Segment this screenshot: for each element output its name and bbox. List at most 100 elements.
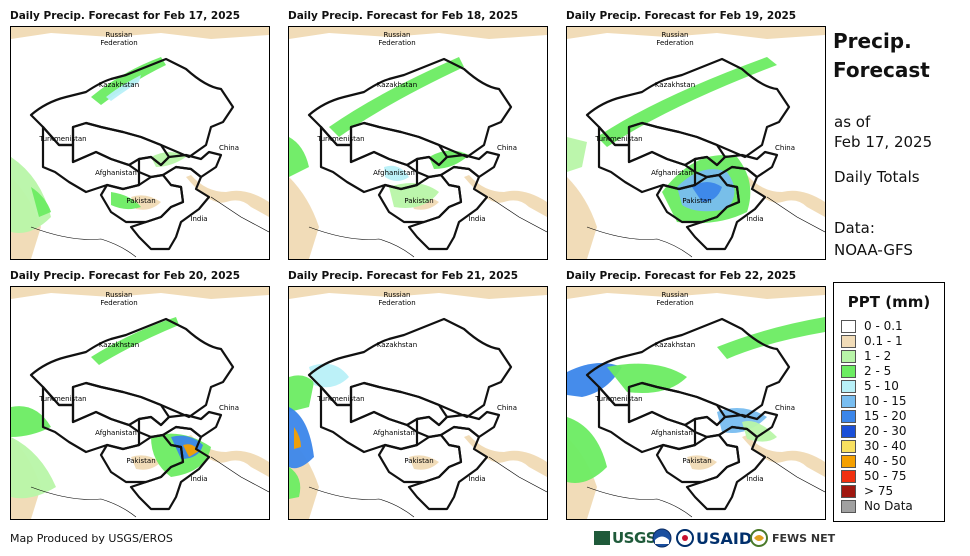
legend-item: 5 - 10 <box>841 379 899 393</box>
precip-map-svg <box>289 27 547 259</box>
map-label-kazakhstan: Kazakhstan <box>98 81 140 89</box>
legend-item: 10 - 15 <box>841 394 907 408</box>
country-border <box>307 57 513 159</box>
map-label-afghanistan: Afghanistan <box>373 169 415 177</box>
map-label-india: India <box>190 215 208 223</box>
map-label-russia-2: Federation <box>656 39 694 47</box>
precip-map-svg <box>11 287 269 519</box>
map-label-india: India <box>190 475 208 483</box>
country-border <box>585 317 791 419</box>
precip-map-svg <box>567 27 825 259</box>
map-label-turkmenistan: Turkmenistan <box>595 395 643 403</box>
noaa-logo <box>652 528 672 552</box>
precip-map: Russian Federation Kazakhstan Turkmenistan A… <box>10 26 270 260</box>
map-label-china: China <box>497 404 517 412</box>
map-label-russia-1: Russian <box>105 31 133 39</box>
legend-item: > 75 <box>841 484 893 498</box>
forecast-panel-feb17: Daily Precip. Forecast for Feb 17, 2025 … <box>10 10 270 260</box>
country-border <box>407 165 489 251</box>
legend-item: 2 - 5 <box>841 364 891 378</box>
usaid-logo: USAID <box>676 528 752 552</box>
panel-title: Daily Precip. Forecast for Feb 18, 2025 <box>288 10 519 22</box>
map-label-kazakhstan: Kazakhstan <box>376 341 418 349</box>
legend-swatch <box>841 380 856 393</box>
precip-map-svg <box>11 27 269 259</box>
map-label-pakistan: Pakistan <box>404 197 434 205</box>
map-label-pakistan: Pakistan <box>126 457 156 465</box>
country-border <box>415 410 501 439</box>
legend-swatch <box>841 500 856 513</box>
legend-label: No Data <box>864 499 913 513</box>
legend-label: 30 - 40 <box>864 439 907 453</box>
legend-item: 40 - 50 <box>841 454 907 468</box>
map-credit: Map Produced by USGS/EROS <box>10 532 173 545</box>
map-label-russia-2: Federation <box>378 299 416 307</box>
forecast-panel-feb19: Daily Precip. Forecast for Feb 19, 2025 … <box>566 10 826 260</box>
map-label-india: India <box>746 475 764 483</box>
map-label-turkmenistan: Turkmenistan <box>317 395 365 403</box>
map-label-russia-1: Russian <box>105 291 133 299</box>
legend-item: 20 - 30 <box>841 424 907 438</box>
noaa-seal-icon <box>652 528 672 548</box>
map-label-kazakhstan: Kazakhstan <box>98 341 140 349</box>
legend-swatch <box>841 335 856 348</box>
usgs-logo: USGS <box>594 529 657 547</box>
legend-item: 1 - 2 <box>841 349 891 363</box>
legend-label: 0 - 0.1 <box>864 319 903 333</box>
asof-date: Feb 17, 2025 <box>834 133 933 151</box>
legend-item: 50 - 75 <box>841 469 907 483</box>
legend-label: 5 - 10 <box>864 379 899 393</box>
legend-swatch <box>841 320 856 333</box>
map-label-pakistan: Pakistan <box>404 457 434 465</box>
country-border <box>685 425 767 511</box>
forecast-panel-feb18: Daily Precip. Forecast for Feb 18, 2025 … <box>288 10 548 260</box>
legend-label: 15 - 20 <box>864 409 907 423</box>
country-border <box>407 425 489 511</box>
panel-title: Daily Precip. Forecast for Feb 22, 2025 <box>566 270 797 282</box>
map-label-turkmenistan: Turkmenistan <box>595 135 643 143</box>
sidebar-title-line1: Precip. <box>833 29 912 53</box>
country-border <box>585 57 791 159</box>
legend-title: PPT (mm) <box>847 293 931 311</box>
precip-map: Russian Federation Kazakhstan Turkmenistan A… <box>10 286 270 520</box>
legend-swatch <box>841 485 856 498</box>
legend-swatch <box>841 440 856 453</box>
legend-label: 20 - 30 <box>864 424 907 438</box>
legend-swatch <box>841 425 856 438</box>
country-border <box>137 410 223 439</box>
country-border <box>685 165 767 251</box>
usgs-wave-icon <box>594 531 610 545</box>
map-label-russia-1: Russian <box>661 31 689 39</box>
panel-title: Daily Precip. Forecast for Feb 17, 2025 <box>10 10 241 22</box>
legend-item: 0 - 0.1 <box>841 319 903 333</box>
map-label-pakistan: Pakistan <box>126 197 156 205</box>
legend-swatch <box>841 395 856 408</box>
map-label-russia-2: Federation <box>100 39 138 47</box>
map-label-kazakhstan: Kazakhstan <box>654 341 696 349</box>
legend-label: > 75 <box>864 484 894 498</box>
sidebar-title-line2: Forecast <box>833 58 930 82</box>
country-border <box>693 410 779 439</box>
map-label-china: China <box>775 144 795 152</box>
legend-swatch <box>841 350 856 363</box>
country-border <box>307 317 513 419</box>
panel-title: Daily Precip. Forecast for Feb 19, 2025 <box>566 10 797 22</box>
map-label-china: China <box>219 404 239 412</box>
legend-swatch <box>841 365 856 378</box>
precip-map: Russian Federation Kazakhstan Turkmenistan A… <box>566 286 826 520</box>
precip-map: Russian Federation Kazakhstan Turkmenistan A… <box>566 26 826 260</box>
legend-label: 2 - 5 <box>864 364 892 378</box>
country-border <box>137 150 223 179</box>
asof-label: as of <box>834 113 871 131</box>
map-label-turkmenistan: Turkmenistan <box>39 395 87 403</box>
country-border <box>415 150 501 179</box>
map-label-kazakhstan: Kazakhstan <box>376 81 418 89</box>
map-label-russia-1: Russian <box>661 291 689 299</box>
legend-item: 30 - 40 <box>841 439 907 453</box>
legend-label: 40 - 50 <box>864 454 907 468</box>
map-label-china: China <box>497 144 517 152</box>
legend-swatch <box>841 470 856 483</box>
forecast-panel-feb22: Daily Precip. Forecast for Feb 22, 2025 … <box>566 270 826 520</box>
country-border <box>29 317 235 419</box>
map-label-kazakhstan: Kazakhstan <box>654 81 696 89</box>
